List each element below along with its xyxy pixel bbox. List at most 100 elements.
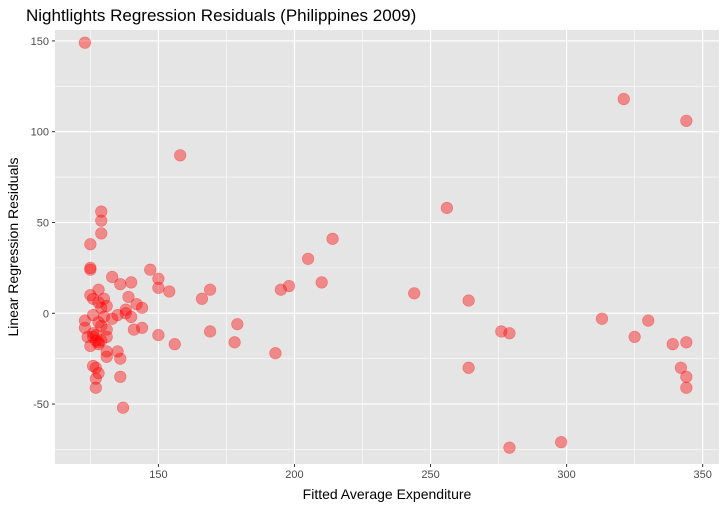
data-point [168, 338, 181, 351]
data-point [282, 279, 296, 293]
x-axis-ticks: 150 200 250 300 350 [149, 464, 712, 481]
data-point [462, 361, 475, 374]
data-point [666, 338, 679, 351]
data-point [92, 316, 105, 329]
data-point [680, 381, 693, 394]
data-point [204, 325, 217, 338]
data-point [111, 345, 124, 358]
data-point [97, 292, 111, 305]
data-point [152, 272, 165, 285]
data-point [95, 205, 108, 218]
data-point [111, 308, 124, 322]
data-point [595, 312, 609, 325]
x-tick-label: 150 [149, 469, 167, 481]
data-point [674, 361, 688, 374]
data-point [100, 323, 113, 336]
data-point [114, 352, 127, 365]
data-point [89, 328, 102, 342]
data-point [152, 328, 165, 342]
data-point [92, 283, 105, 296]
data-point [503, 327, 516, 340]
data-point [106, 312, 119, 325]
data-point [119, 307, 132, 320]
data-point [95, 319, 108, 333]
data-point [95, 227, 108, 240]
data-point [114, 278, 127, 291]
data-point [315, 276, 328, 289]
x-axis-title: Fitted Average Expenditure [303, 486, 472, 502]
data-point [81, 330, 94, 343]
data-point [89, 361, 102, 374]
data-point [86, 292, 100, 305]
data-point [503, 441, 516, 454]
major-gridlines [55, 30, 719, 464]
data-point [269, 347, 282, 360]
y-axis-title: Linear Regression Residuals [5, 158, 21, 337]
data-point [125, 310, 138, 324]
data-point [135, 321, 149, 334]
data-point [92, 336, 105, 349]
data-point [86, 327, 100, 340]
data-point [84, 238, 97, 251]
data-points [78, 36, 693, 454]
data-point [86, 359, 100, 373]
data-point [274, 283, 287, 296]
data-point [408, 287, 421, 300]
data-point [144, 263, 157, 276]
data-point [680, 336, 693, 349]
data-point [204, 283, 217, 296]
data-point [326, 232, 339, 245]
data-point [174, 149, 187, 162]
data-point [440, 201, 453, 215]
y-tick-label: 0 [43, 308, 49, 320]
data-point [92, 367, 105, 380]
data-point [92, 296, 105, 309]
data-point [119, 303, 132, 316]
minor-gridlines [55, 30, 719, 464]
data-point [97, 310, 111, 324]
data-point [555, 436, 568, 449]
data-point [86, 308, 100, 322]
data-point [195, 292, 209, 305]
data-point [95, 214, 108, 227]
data-point [78, 321, 92, 334]
data-point [89, 381, 102, 394]
data-point [100, 330, 113, 343]
data-point [84, 339, 97, 353]
plot-panel [55, 30, 719, 464]
y-tick-label: -50 [33, 399, 49, 411]
x-tick-label: 200 [285, 469, 303, 481]
data-point [231, 318, 244, 331]
data-point [116, 401, 130, 414]
data-point [680, 370, 693, 383]
x-tick-label: 350 [693, 469, 711, 481]
data-point [680, 114, 693, 127]
data-point [84, 263, 97, 276]
y-tick-label: 50 [37, 217, 49, 229]
chart-title: Nightlights Regression Residuals (Philip… [26, 6, 416, 25]
y-tick-label: 100 [31, 127, 49, 139]
data-point [127, 323, 141, 336]
data-point [495, 325, 508, 338]
data-point [100, 345, 113, 358]
data-point [130, 298, 143, 311]
data-point [301, 252, 315, 265]
data-point [95, 301, 108, 314]
data-point [462, 294, 475, 307]
data-point [84, 289, 97, 302]
data-point [125, 276, 138, 289]
data-point [89, 334, 102, 347]
data-point [95, 334, 108, 347]
y-axis-ticks: -50 0 50 100 150 [31, 36, 55, 411]
y-tick-label: 150 [31, 36, 49, 48]
x-tick-label: 300 [557, 469, 575, 481]
data-point [84, 261, 97, 274]
data-point [89, 372, 102, 385]
data-point [106, 270, 119, 284]
data-point [122, 290, 135, 304]
data-point [628, 330, 641, 343]
data-point [86, 330, 100, 343]
data-point [78, 314, 92, 327]
data-point [163, 285, 176, 298]
